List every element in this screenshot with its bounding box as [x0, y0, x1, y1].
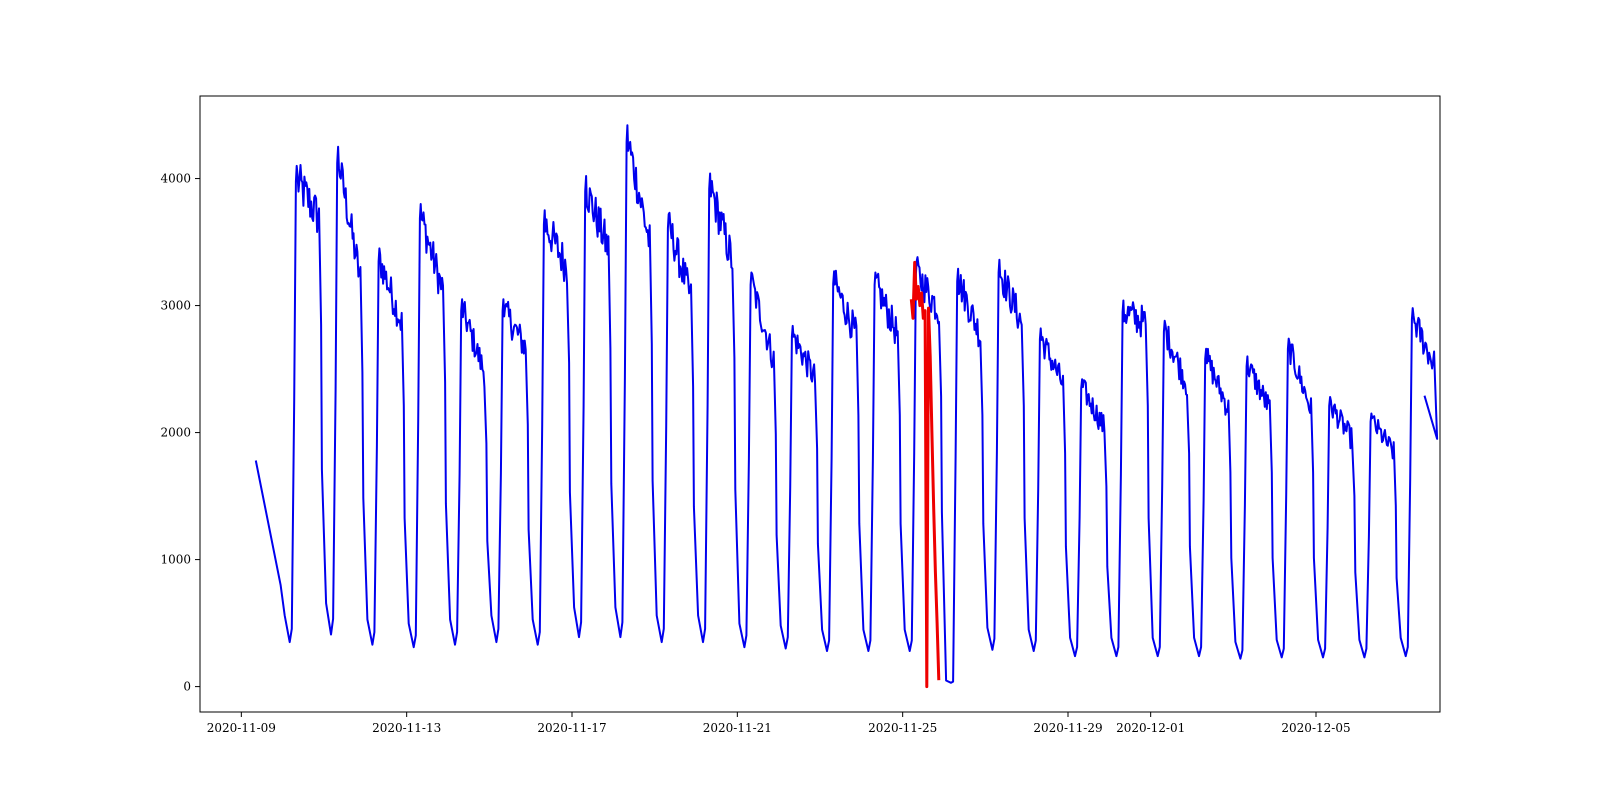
series-line	[254, 124, 1439, 684]
y-tick-label: 2000	[160, 426, 191, 440]
x-tick-label: 2020-11-13	[372, 721, 441, 735]
y-tick-label: 0	[183, 680, 191, 694]
anomaly-line	[909, 260, 941, 689]
x-tick-label: 2020-12-05	[1281, 721, 1350, 735]
y-tick-label: 4000	[160, 172, 191, 186]
series-layer	[254, 124, 1439, 689]
x-tick-label: 2020-11-09	[207, 721, 276, 735]
x-tick-label: 2020-11-21	[703, 721, 772, 735]
plot-frame	[199, 95, 1441, 713]
x-tick-label: 2020-11-25	[868, 721, 937, 735]
y-tick-label: 1000	[160, 553, 191, 567]
x-axis: 2020-11-09 2020-11-13 2020-11-17 2020-11-21…	[207, 712, 1351, 735]
x-tick-label: 2020-11-17	[537, 721, 606, 735]
x-tick-label: 2020-11-29	[1033, 721, 1102, 735]
y-axis: 0 1000 2000 3000 4000	[160, 172, 200, 694]
y-tick-label: 3000	[160, 299, 191, 313]
x-tick-label: 2020-12-01	[1116, 721, 1185, 735]
